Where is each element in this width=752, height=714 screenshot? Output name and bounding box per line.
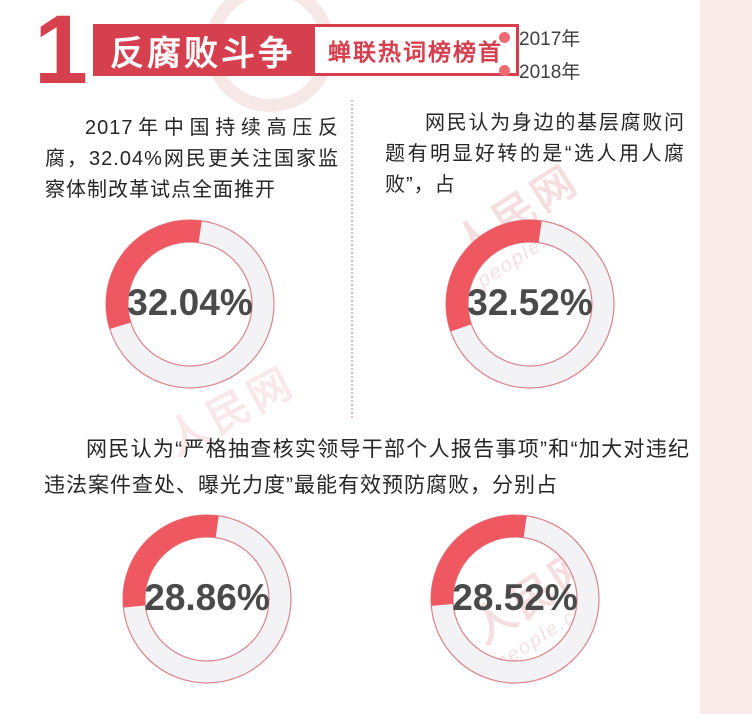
legend-item-2017: 2017年: [499, 24, 580, 51]
donut-value-label: 28.52%: [452, 577, 578, 619]
donut-chart-top-left: 32.04%: [102, 216, 278, 392]
legend-dot-icon: [499, 65, 510, 76]
section-subtitle-label: 蝉联热词榜榜首: [327, 39, 503, 65]
legend-item-2018: 2018年: [499, 57, 580, 84]
donut-ring: [122, 514, 292, 684]
chart-legend: 2017年 2018年: [499, 24, 580, 90]
stat-text-middle: 网民认为“严格抽查核实领导干部个人报告事项”和“加大对违纪违法案件查处、曝光力度…: [44, 438, 690, 497]
header-boxes: 反腐败斗争 蝉联热词榜榜首: [92, 24, 519, 76]
stat-text-top-right: 网民认为身边的基层腐败问题有明显好转的是“选人用人腐败”，占: [385, 112, 685, 196]
donut-chart-top-right: 32.52%: [442, 216, 618, 392]
right-edge-strip: [700, 0, 752, 714]
stat-text-top-left: 2017年中国持续高压反腐，32.04%网民更关注国家监察体制改革试点全面推开: [45, 117, 339, 201]
column-divider: [351, 100, 353, 418]
legend-dot-icon: [499, 32, 510, 43]
section-subtitle: 蝉联热词榜榜首: [311, 24, 519, 76]
donut-chart-bottom-right: 28.52%: [427, 511, 603, 687]
section-title-label: 反腐败斗争: [109, 34, 295, 73]
donut-ring: [105, 219, 275, 389]
header: 1 反腐败斗争 蝉联热词榜榜首: [34, 0, 519, 104]
donut-chart-bottom-left: 28.86%: [119, 511, 295, 687]
donut-ring: [445, 219, 615, 389]
donut-value-label: 32.04%: [127, 282, 253, 324]
donut-value-label: 32.52%: [467, 282, 593, 324]
legend-label: 2017年: [519, 29, 581, 50]
donut-ring: [430, 514, 600, 684]
section-title: 反腐败斗争: [92, 24, 312, 76]
legend-label: 2018年: [519, 62, 581, 83]
donut-value-label: 28.86%: [144, 577, 270, 619]
rank-number: 1: [34, 0, 88, 104]
